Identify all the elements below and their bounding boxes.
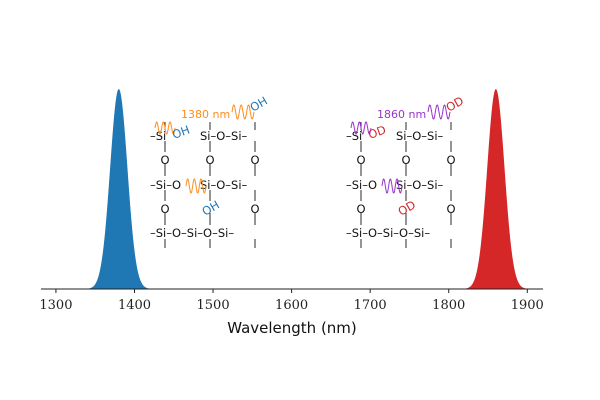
vibration-wave-icon <box>427 104 451 120</box>
row-start: –Si <box>150 129 166 143</box>
x-axis-label: Wavelength (nm) <box>227 319 357 337</box>
vibration-wave-icon <box>350 121 372 135</box>
peaks <box>75 89 540 289</box>
row-left: –Si–O <box>346 178 377 192</box>
oxygen-atom: O <box>401 153 410 167</box>
oxygen-atom: O <box>250 202 259 216</box>
row-full: –Si–O–Si–O–Si– <box>346 226 430 240</box>
oxygen-atom: O <box>356 153 365 167</box>
wavelength-label: 1860 nm <box>377 108 426 121</box>
bond-label: OD <box>366 122 388 141</box>
vibration-wave-icon <box>154 121 176 135</box>
structure-OD: O O O O O –Si Si–O–Si– –Si–O Si–O–Si– –Si–O–Si–O–… <box>346 93 466 248</box>
structure-OH: O O O O O –Si Si–O–Si– –Si–O Si–O–Si– –Si–O–Si–O–… <box>150 94 270 248</box>
peak-1860 <box>452 89 540 289</box>
vibration-wave-icon <box>185 178 207 194</box>
x-tick-label: 1300 <box>39 298 72 313</box>
row-right: Si–O–Si– <box>200 178 248 192</box>
x-tick-label: 1900 <box>511 298 544 313</box>
row-full: –Si–O–Si–O–Si– <box>150 226 234 240</box>
x-tick-label: 1800 <box>432 298 465 313</box>
bond-label: OD <box>444 93 467 114</box>
oxygen-atom: O <box>160 202 169 216</box>
vibration-wave-icon <box>381 178 403 194</box>
x-tick-label: 1500 <box>197 298 230 313</box>
x-tick-label: 1600 <box>275 298 308 313</box>
row-right: Si–O–Si– <box>396 129 444 143</box>
oxygen-atom: O <box>160 153 169 167</box>
oxygen-atom: O <box>446 153 455 167</box>
oxygen-atom: O <box>446 202 455 216</box>
row-right: Si–O–Si– <box>200 129 248 143</box>
oxygen-atom: O <box>356 202 365 216</box>
wavelength-label: 1380 nm <box>181 108 230 121</box>
oxygen-atom: O <box>205 153 214 167</box>
molecule-diagrams: OOO OO–Si Si–O–Si––Si–O Si–O–Si––Si–O–Si–O–… <box>150 93 466 248</box>
oxygen-atom: O <box>250 153 259 167</box>
bond-label: OH <box>170 123 191 142</box>
x-axis-ticks: 1300 1400 1500 1600 1700 1800 1900 <box>39 289 544 313</box>
row-start: –Si <box>346 129 362 143</box>
vibration-wave-icon <box>231 104 255 120</box>
bond-label: OH <box>248 94 270 115</box>
row-left: –Si–O <box>150 178 181 192</box>
row-right: Si–O–Si– <box>396 178 444 192</box>
bond-label: OH <box>200 198 222 219</box>
x-tick-label: 1400 <box>118 298 151 313</box>
x-tick-label: 1700 <box>354 298 387 313</box>
peak-1380 <box>75 89 162 289</box>
bond-label: OD <box>396 197 419 218</box>
